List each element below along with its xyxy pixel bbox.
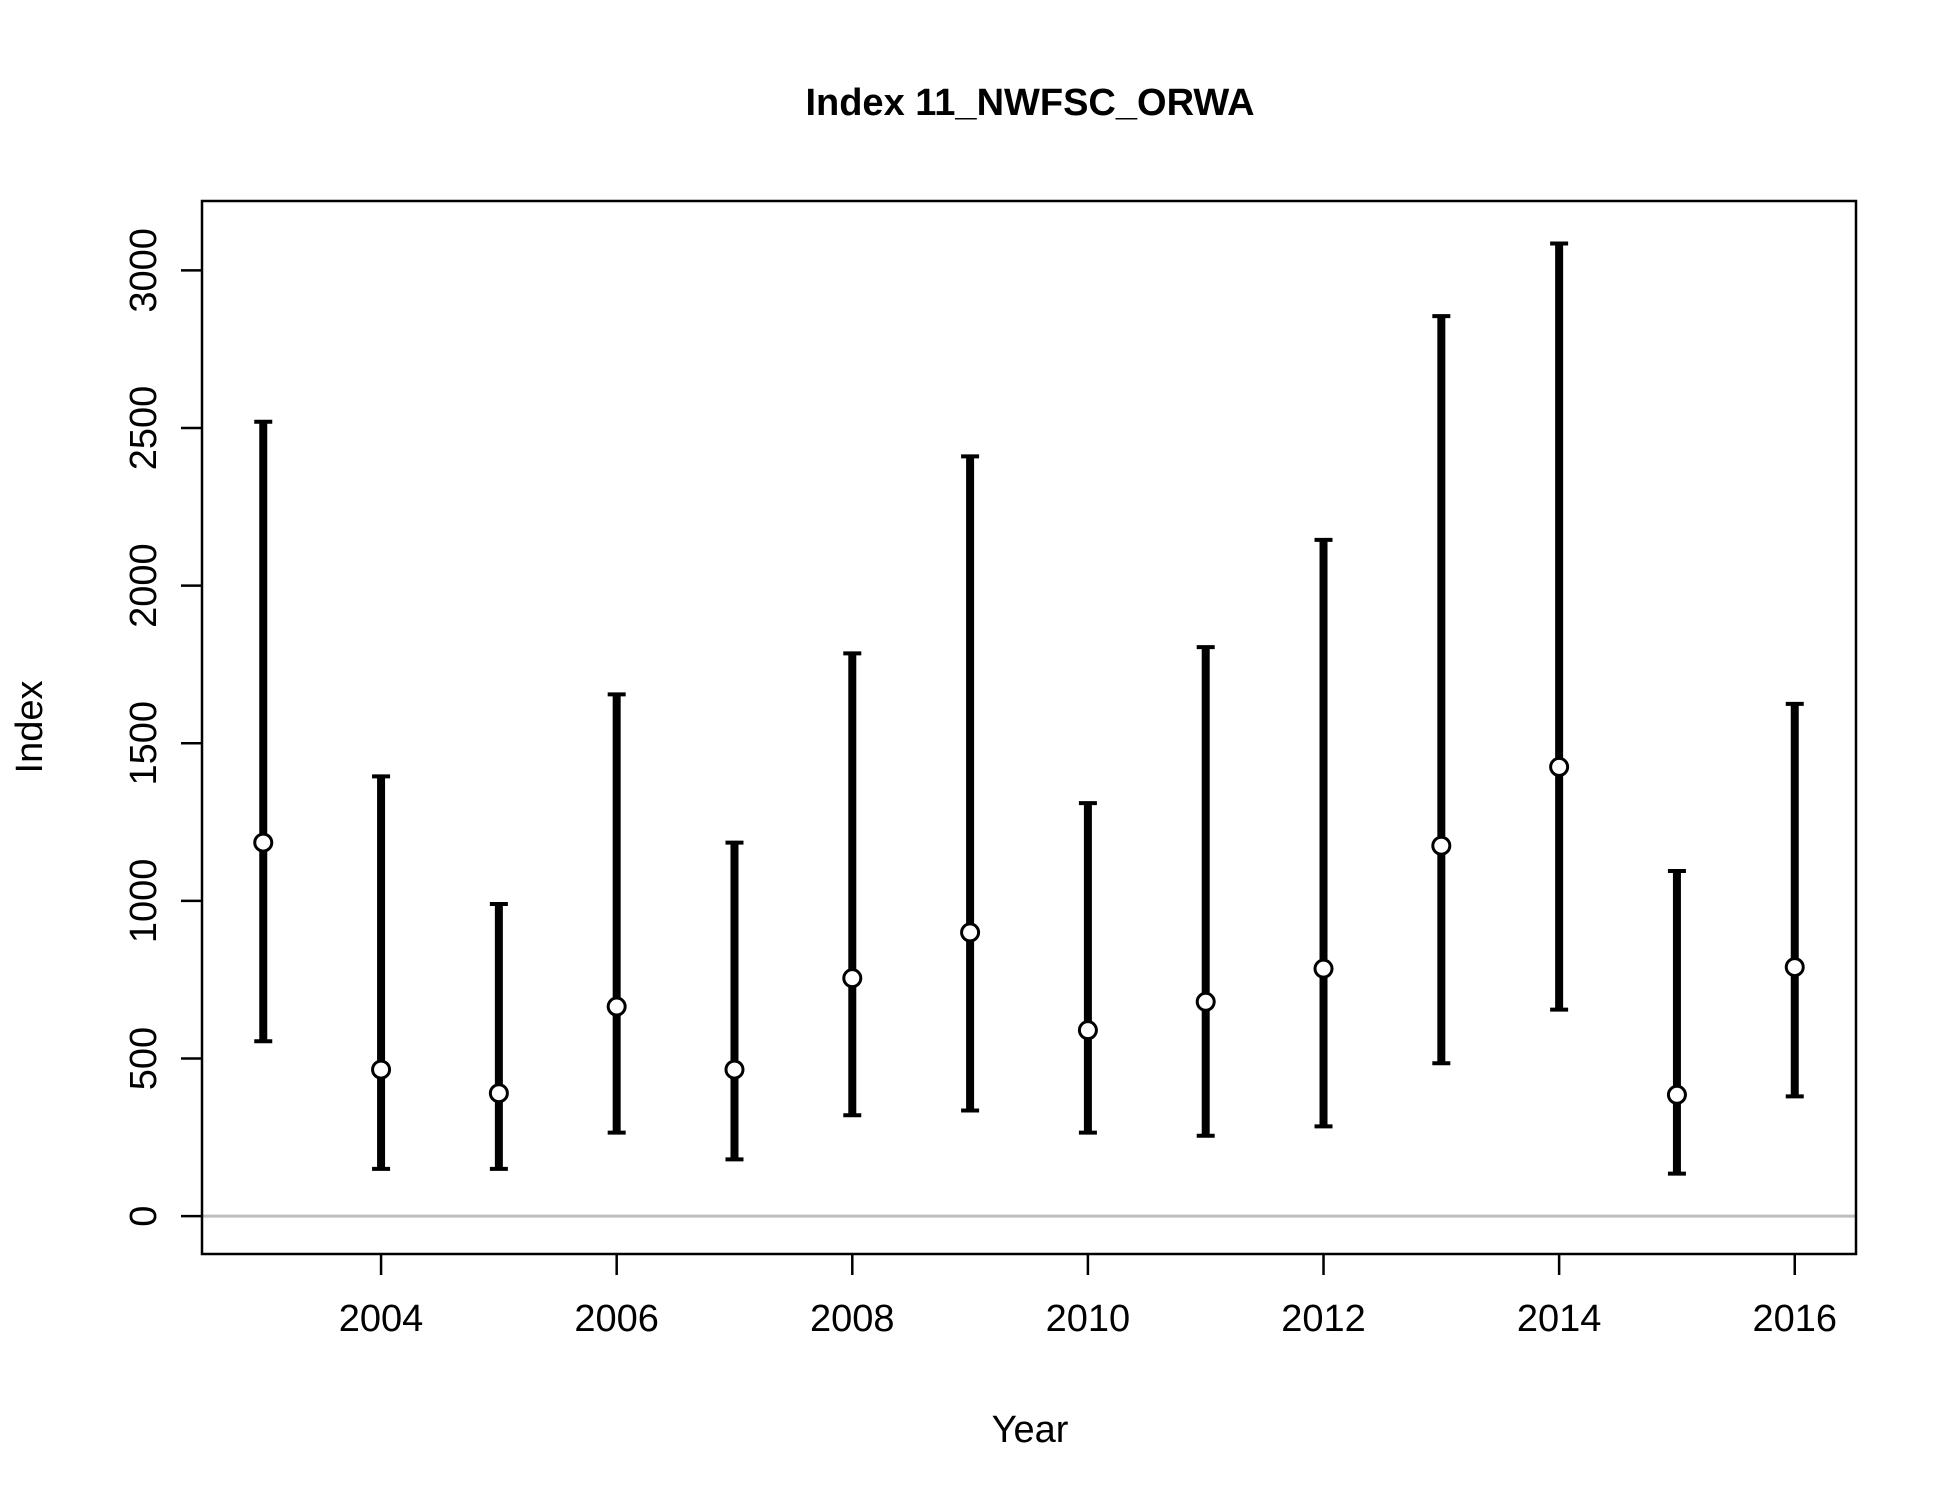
data-point bbox=[842, 968, 863, 989]
y-tick-label: 0 bbox=[123, 1206, 165, 1227]
x-tick-label: 2008 bbox=[810, 1298, 895, 1340]
y-tick-label: 3000 bbox=[123, 228, 165, 313]
data-point bbox=[1313, 958, 1334, 979]
data-point bbox=[488, 1083, 509, 1104]
y-axis-label: Index bbox=[9, 681, 51, 774]
data-point bbox=[960, 922, 981, 943]
data-point bbox=[1195, 991, 1216, 1012]
data-point bbox=[724, 1059, 745, 1080]
y-tick-label: 2500 bbox=[123, 386, 165, 471]
x-tick-label: 2014 bbox=[1517, 1298, 1602, 1340]
y-tick-label: 2000 bbox=[123, 543, 165, 628]
data-point bbox=[1784, 957, 1805, 978]
x-tick-label: 2016 bbox=[1752, 1298, 1837, 1340]
data-point bbox=[1549, 756, 1570, 777]
x-tick-label: 2012 bbox=[1281, 1298, 1366, 1340]
data-point bbox=[606, 996, 627, 1017]
plot-border bbox=[200, 199, 1858, 1256]
x-tick-label: 2010 bbox=[1046, 1298, 1131, 1340]
y-tick-label: 1500 bbox=[123, 701, 165, 786]
data-point bbox=[371, 1059, 392, 1080]
plot-area: 2004 2006 2008 2010 2012 2014 2016 0 500 1000 1500… bbox=[123, 199, 1858, 1340]
y-tick-label: 500 bbox=[123, 1027, 165, 1090]
data-point bbox=[1431, 835, 1452, 856]
x-tick-label: 2006 bbox=[574, 1298, 659, 1340]
y-tick-label: 1000 bbox=[123, 859, 165, 944]
data-point bbox=[1077, 1020, 1098, 1041]
x-axis-label: Year bbox=[992, 1409, 1069, 1451]
data-point bbox=[253, 832, 274, 853]
chart-title: Index 11_NWFSC_ORWA bbox=[805, 82, 1254, 124]
x-tick-label: 2004 bbox=[339, 1298, 424, 1340]
data-point bbox=[1666, 1084, 1687, 1105]
